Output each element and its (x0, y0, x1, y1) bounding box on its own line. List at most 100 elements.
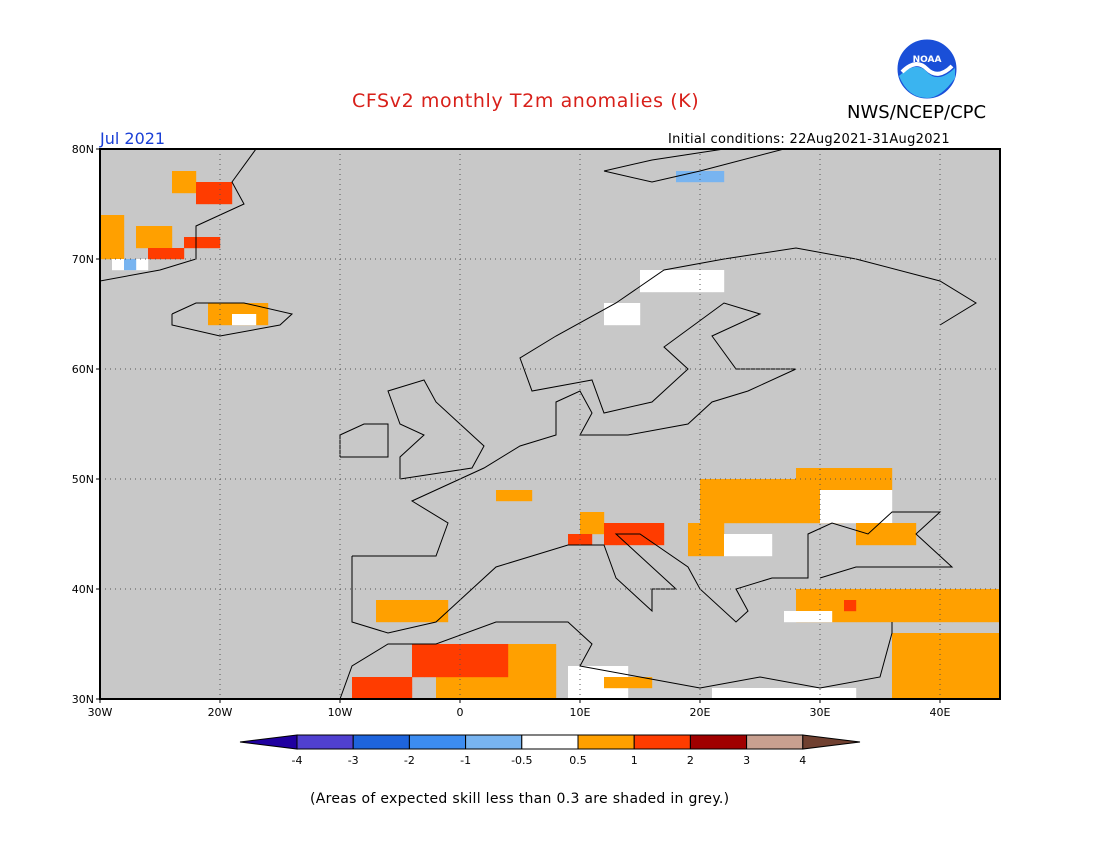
colorbar-label: -3 (348, 754, 359, 767)
anomaly-cell (904, 666, 917, 678)
anomaly-cell (592, 677, 605, 689)
anomaly-cell (880, 611, 893, 623)
anomaly-cell (820, 688, 833, 699)
anomaly-cell (880, 600, 893, 612)
anomaly-cell (172, 248, 185, 260)
anomaly-cell (508, 644, 521, 656)
anomaly-cell (460, 666, 473, 678)
anomaly-cell (760, 545, 773, 557)
anomaly-cell (376, 600, 389, 612)
anomaly-cell (676, 270, 689, 282)
anomaly-cell (544, 644, 557, 656)
anomaly-cell (844, 479, 857, 491)
anomaly-cell (964, 655, 977, 667)
anomaly-cell (688, 171, 701, 183)
anomaly-cell (832, 501, 845, 513)
anomaly-cell (724, 501, 737, 513)
anomaly-cell (928, 600, 941, 612)
logo-text: NOAA (913, 55, 942, 65)
anomaly-cell (844, 490, 857, 502)
anomaly-cell (580, 534, 593, 546)
anomaly-cell (640, 677, 653, 689)
anomaly-cell (772, 479, 785, 491)
anomaly-cell (616, 677, 629, 689)
anomaly-cell (640, 270, 653, 282)
anomaly-cell (964, 589, 977, 601)
anomaly-cell (580, 677, 593, 689)
anomaly-cell (796, 468, 809, 480)
anomaly-cell (856, 534, 869, 546)
anomaly-cell (712, 534, 725, 546)
anomaly-cell (508, 688, 521, 699)
anomaly-cell (904, 677, 917, 689)
anomaly-cell (868, 534, 881, 546)
anomaly-cell (568, 534, 581, 546)
anomaly-cell (868, 468, 881, 480)
anomaly-cell (772, 688, 785, 699)
anomaly-cell (496, 655, 509, 667)
anomaly-cell (136, 237, 149, 249)
anomaly-cell (616, 666, 629, 678)
anomaly-cell (616, 314, 629, 326)
anomaly-cell (952, 688, 965, 699)
anomaly-cell (952, 600, 965, 612)
anomaly-cell (940, 644, 953, 656)
anomaly-cell (808, 688, 821, 699)
lat-tick-label: 80N (72, 143, 94, 156)
anomaly-cell (832, 490, 845, 502)
anomaly-cell (196, 193, 209, 205)
anomaly-cell (520, 655, 533, 667)
anomaly-cell (184, 182, 197, 194)
coastline (339, 423, 389, 458)
anomaly-cell (664, 270, 677, 282)
anomaly-cell (736, 688, 749, 699)
coastlines (100, 149, 977, 699)
colorbar-label: -2 (404, 754, 415, 767)
anomaly-cell (724, 688, 737, 699)
anomaly-cell (472, 644, 485, 656)
anomaly-cell (724, 512, 737, 524)
anomaly-cell (400, 688, 413, 699)
anomaly-cell (856, 589, 869, 601)
anomaly-cell (424, 611, 437, 623)
anomaly-cell (508, 655, 521, 667)
anomaly-cell (436, 600, 449, 612)
anomaly-cell (760, 512, 773, 524)
anomaly-cell (580, 666, 593, 678)
anomaly-cell (436, 677, 449, 689)
anomaly-cell (892, 677, 905, 689)
anomaly-cell (976, 589, 989, 601)
skill-footnote: (Areas of expected skill less than 0.3 a… (310, 791, 730, 807)
anomaly-cell (472, 655, 485, 667)
anomaly-cell (856, 512, 869, 524)
anomaly-cell (208, 237, 221, 249)
anomaly-cell (964, 688, 977, 699)
anomaly-cell (748, 688, 761, 699)
anomaly-cell (712, 688, 725, 699)
anomaly-cell (640, 281, 653, 293)
anomaly-cell (688, 534, 701, 546)
anomaly-cell (424, 644, 437, 656)
anomaly-cell (940, 655, 953, 667)
anomaly-cell (388, 688, 401, 699)
coastline (339, 621, 893, 699)
anomaly-cell (220, 193, 233, 205)
colorbar-swatch (577, 734, 635, 750)
anomaly-cell (760, 534, 773, 546)
anomaly-cell (100, 248, 113, 260)
anomaly-cell (844, 512, 857, 524)
colorbar-label: -0.5 (511, 754, 532, 767)
anomaly-cell (712, 501, 725, 513)
anomaly-cell (964, 600, 977, 612)
anomaly-cell (844, 589, 857, 601)
anomaly-cell (436, 688, 449, 699)
anomaly-cell (160, 237, 173, 249)
anomaly-cell (100, 215, 113, 227)
anomaly-cell (652, 281, 665, 293)
colorbar-label: -1 (460, 754, 471, 767)
anomaly-cell (724, 479, 737, 491)
anomaly-cell (796, 479, 809, 491)
colorbar-arrow-low (239, 734, 298, 750)
anomaly-cell (412, 611, 425, 623)
